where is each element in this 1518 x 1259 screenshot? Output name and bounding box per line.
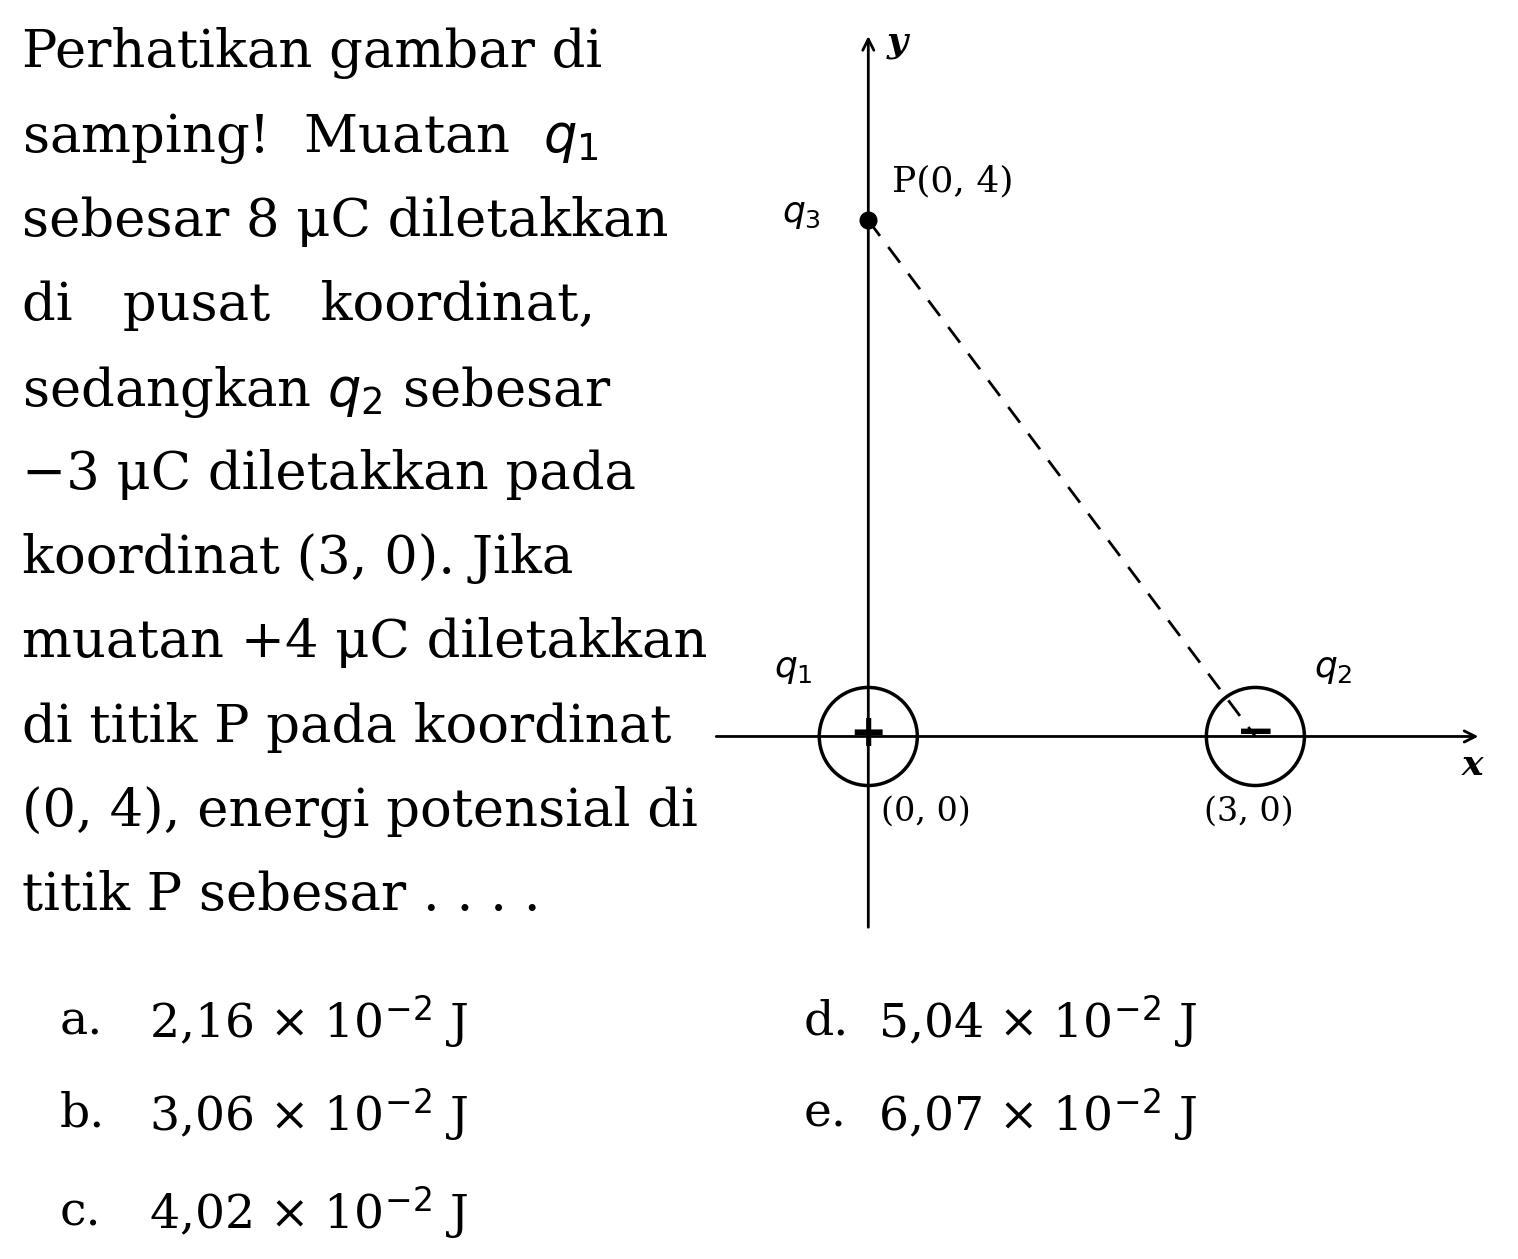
Text: d.: d. xyxy=(803,998,849,1044)
Text: e.: e. xyxy=(803,1092,847,1137)
Text: −: − xyxy=(1236,711,1275,757)
Text: 4,02 × 10$^{-2}$ J: 4,02 × 10$^{-2}$ J xyxy=(149,1185,468,1241)
Text: c.: c. xyxy=(59,1190,102,1235)
Text: y: y xyxy=(887,25,908,59)
Text: di titik P pada koordinat: di titik P pada koordinat xyxy=(23,701,671,753)
Text: (3, 0): (3, 0) xyxy=(1204,796,1293,827)
Text: (0, 0): (0, 0) xyxy=(880,796,972,827)
Text: muatan +4 μC diletakkan: muatan +4 μC diletakkan xyxy=(23,617,707,669)
Text: 3,06 × 10$^{-2}$ J: 3,06 × 10$^{-2}$ J xyxy=(149,1085,468,1143)
Text: 5,04 × 10$^{-2}$ J: 5,04 × 10$^{-2}$ J xyxy=(877,993,1198,1050)
Text: sebesar 8 μC diletakkan: sebesar 8 μC diletakkan xyxy=(23,195,669,247)
Text: sedangkan $q_2$ sebesar: sedangkan $q_2$ sebesar xyxy=(23,364,612,421)
Text: di   pusat   koordinat,: di pusat koordinat, xyxy=(23,279,595,331)
Text: P(0, 4): P(0, 4) xyxy=(891,165,1013,199)
Text: titik P sebesar . . . .: titik P sebesar . . . . xyxy=(23,870,540,922)
Text: samping!  Muatan  $q_1$: samping! Muatan $q_1$ xyxy=(23,112,600,166)
Text: −3 μC diletakkan pada: −3 μC diletakkan pada xyxy=(23,448,636,500)
Text: Perhatikan gambar di: Perhatikan gambar di xyxy=(23,28,603,79)
Text: (0, 4), energi potensial di: (0, 4), energi potensial di xyxy=(23,786,698,837)
Text: 2,16 × 10$^{-2}$ J: 2,16 × 10$^{-2}$ J xyxy=(149,993,468,1050)
Text: b.: b. xyxy=(59,1092,105,1137)
Text: $q_1$: $q_1$ xyxy=(774,652,812,686)
Text: koordinat (3, 0). Jika: koordinat (3, 0). Jika xyxy=(23,533,574,584)
Text: a.: a. xyxy=(59,998,103,1044)
Text: $q_3$: $q_3$ xyxy=(782,196,821,230)
Text: 6,07 × 10$^{-2}$ J: 6,07 × 10$^{-2}$ J xyxy=(877,1085,1198,1143)
Text: x: x xyxy=(1462,748,1483,782)
Text: +: + xyxy=(850,713,887,755)
Text: $q_2$: $q_2$ xyxy=(1313,652,1353,686)
